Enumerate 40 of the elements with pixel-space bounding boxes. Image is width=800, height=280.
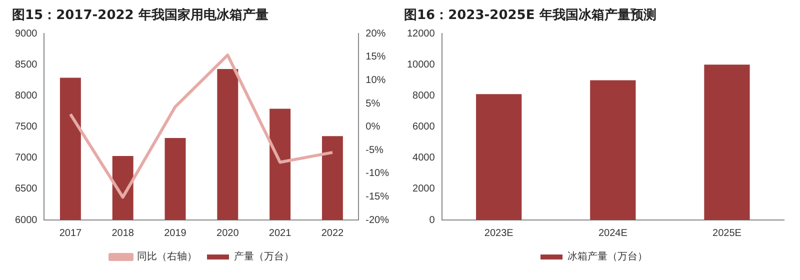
y-tick-label: 4000 bbox=[412, 152, 436, 164]
legend-label: 同比（右轴） bbox=[137, 250, 197, 263]
y2-tick-label: 0% bbox=[366, 122, 380, 133]
x-tick-label: 2021 bbox=[268, 228, 292, 239]
y-tick-label: 10000 bbox=[406, 59, 436, 70]
y-tick-label: 7500 bbox=[14, 122, 38, 133]
y-tick-label: 6500 bbox=[14, 184, 38, 195]
y-tick-label: 2000 bbox=[412, 184, 436, 195]
y-tick-label: 0 bbox=[429, 214, 436, 226]
y-tick-label: 12000 bbox=[406, 28, 436, 40]
chart-title: 图15：2017-2022 年我国家用电冰箱产量 bbox=[12, 7, 268, 24]
x-tick-label: 2019 bbox=[164, 228, 187, 239]
y-tick-label: 9000 bbox=[14, 28, 38, 40]
y-tick-label: 8000 bbox=[14, 90, 38, 102]
bar bbox=[590, 80, 636, 220]
y2-tick-label: 10% bbox=[366, 74, 386, 86]
y2-tick-label: -5% bbox=[366, 144, 384, 156]
x-tick-label: 2017 bbox=[59, 228, 82, 239]
y-tick-label: 8000 bbox=[412, 90, 436, 102]
legend-label: 冰箱产量（万台） bbox=[568, 250, 648, 263]
y2-tick-label: -20% bbox=[366, 214, 390, 226]
x-tick-label: 2024E bbox=[598, 228, 628, 239]
y2-tick-label: 20% bbox=[366, 28, 386, 40]
y2-tick-label: 5% bbox=[366, 98, 380, 110]
x-tick-label: 2025E bbox=[712, 228, 742, 239]
bar bbox=[476, 94, 522, 220]
y2-tick-label: 15% bbox=[366, 52, 386, 63]
x-tick-label: 2022 bbox=[321, 228, 344, 239]
y-tick-label: 8500 bbox=[14, 59, 38, 70]
x-tick-label: 2020 bbox=[216, 228, 240, 239]
y2-tick-label: -15% bbox=[366, 191, 390, 202]
y2-tick-label: -10% bbox=[366, 168, 390, 180]
chart-title: 图16：2023-2025E 年我国冰箱产量预测 bbox=[404, 7, 656, 24]
x-tick-label: 2023E bbox=[484, 228, 514, 239]
y-tick-label: 7000 bbox=[14, 152, 38, 164]
x-tick-label: 2018 bbox=[112, 228, 134, 239]
y-tick-label: 6000 bbox=[14, 214, 38, 226]
legend-label: 产量（万台） bbox=[234, 250, 294, 263]
bar bbox=[704, 64, 750, 220]
y-tick-label: 6000 bbox=[412, 122, 436, 133]
